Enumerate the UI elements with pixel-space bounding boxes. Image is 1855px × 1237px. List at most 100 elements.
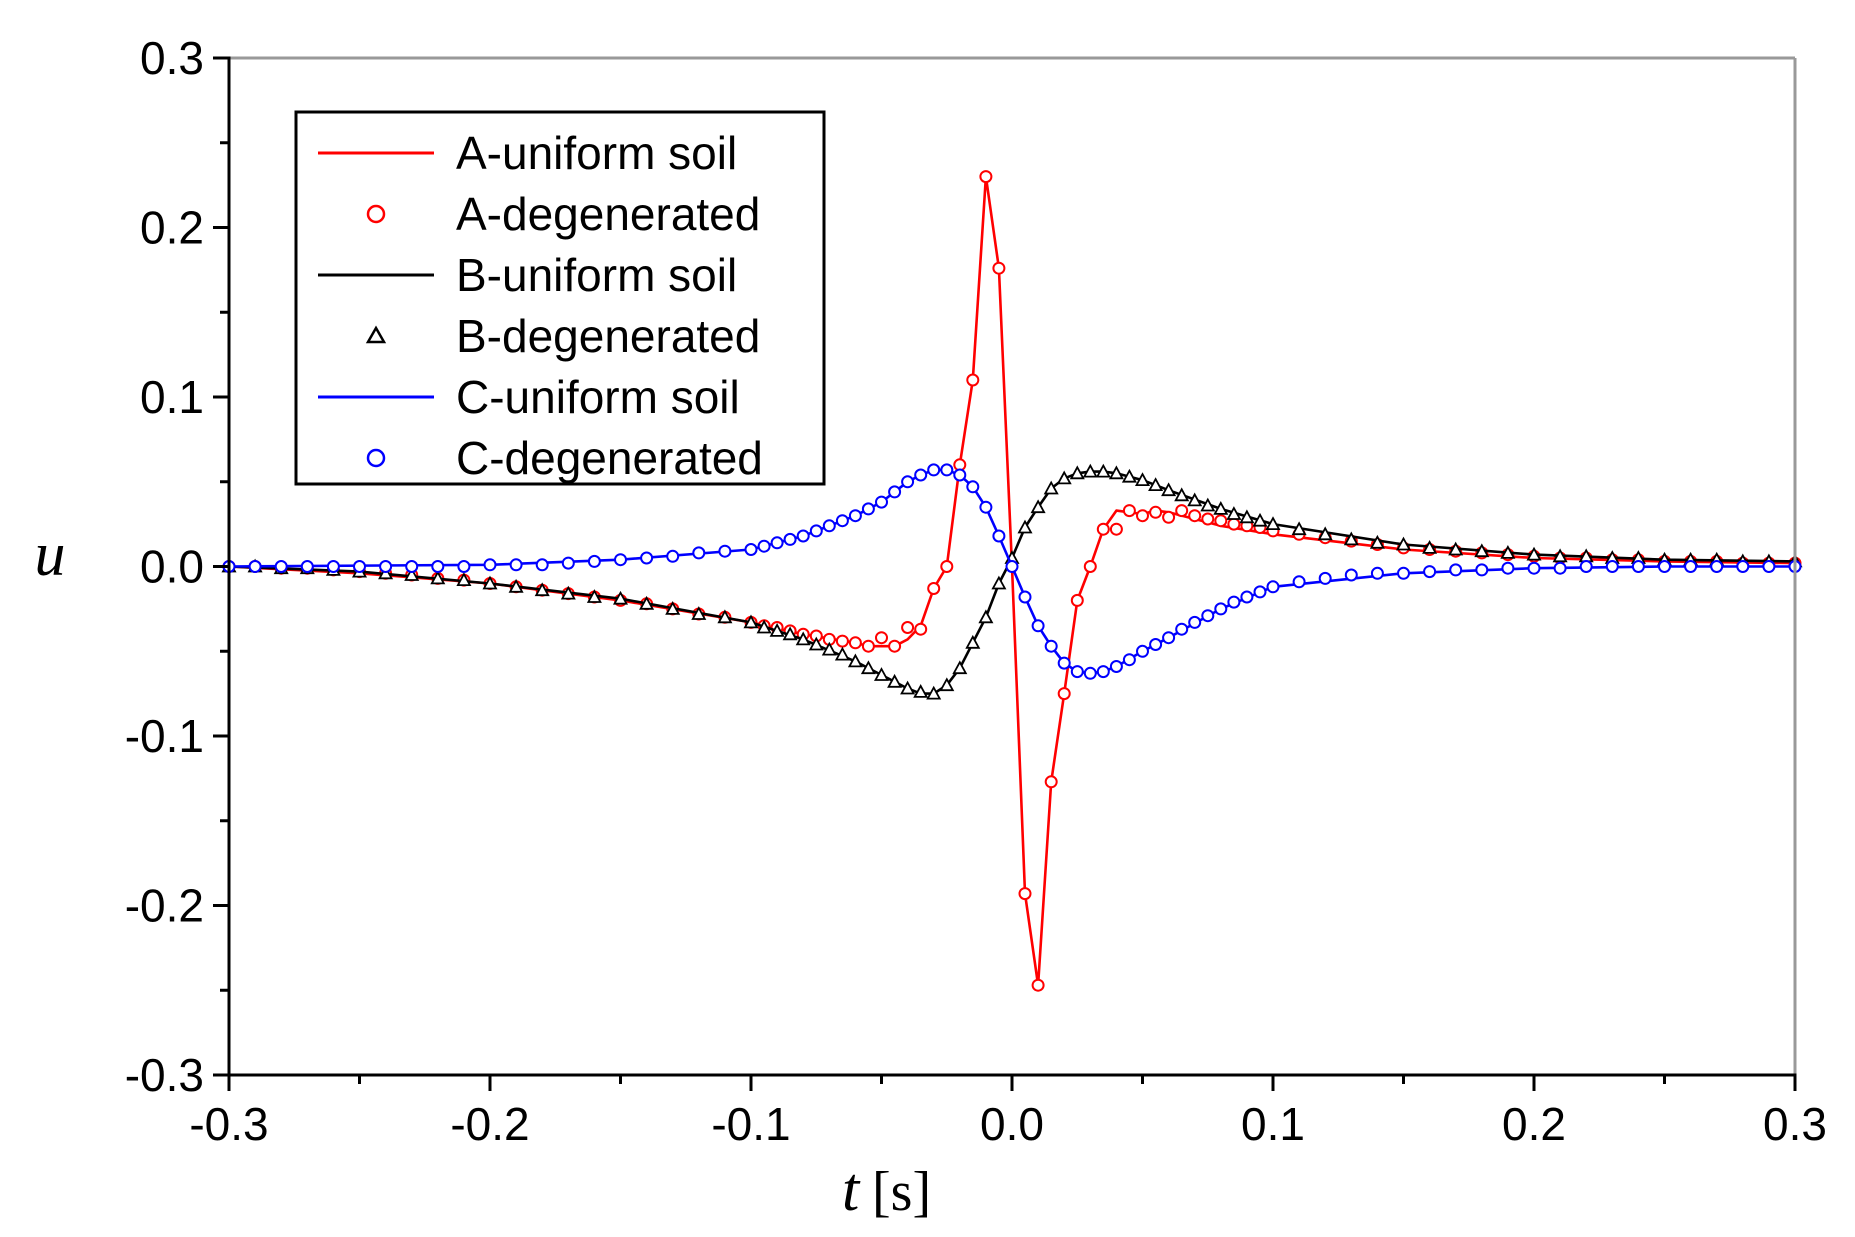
data-point <box>1253 585 1267 599</box>
data-point <box>783 532 797 546</box>
data-point <box>1018 887 1032 901</box>
data-point <box>1134 472 1151 486</box>
data-point <box>769 623 785 637</box>
data-point <box>1448 541 1464 556</box>
data-point <box>1187 492 1203 507</box>
data-point <box>809 524 823 538</box>
data-point <box>1149 505 1163 519</box>
data-point <box>1369 534 1385 549</box>
legend-item-a-degenerated: A-degenerated <box>366 188 760 240</box>
data-point <box>1658 560 1671 573</box>
x-tick-label: 0.3 <box>1763 1098 1827 1150</box>
data-point <box>1031 978 1045 992</box>
data-point <box>1017 519 1033 534</box>
data-point <box>692 546 706 560</box>
legend-item-a-uniform-soil: A-uniform soil <box>318 127 737 179</box>
data-point <box>1214 514 1228 528</box>
data-point <box>1188 509 1202 523</box>
data-point <box>1031 619 1045 633</box>
data-point <box>1449 563 1463 577</box>
data-point <box>535 558 549 572</box>
data-point <box>952 660 968 675</box>
data-point <box>1136 644 1149 658</box>
data-point <box>1213 501 1229 515</box>
data-point <box>1056 470 1072 485</box>
data-point <box>1422 540 1438 554</box>
legend-label: C-uniform soil <box>456 371 740 423</box>
x-tick-label: -0.3 <box>189 1098 268 1150</box>
data-point <box>796 529 810 543</box>
data-point <box>1344 568 1358 582</box>
data-point <box>560 585 576 600</box>
data-point <box>875 631 888 645</box>
data-point <box>1239 509 1255 524</box>
data-point <box>1214 602 1228 616</box>
data-point <box>1018 590 1032 604</box>
data-point <box>888 639 902 653</box>
data-point <box>1292 575 1306 589</box>
data-point <box>978 609 994 624</box>
data-point <box>1227 595 1241 609</box>
data-point <box>782 626 798 641</box>
data-point <box>1109 522 1123 536</box>
data-point <box>926 685 942 700</box>
data-point <box>927 463 941 477</box>
data-point <box>992 261 1006 275</box>
data-point <box>561 556 575 570</box>
data-point <box>509 558 523 572</box>
x-tick-label: -0.1 <box>711 1098 790 1150</box>
legend-circle-icon <box>366 448 386 468</box>
legend-label: B-degenerated <box>456 310 760 362</box>
data-point <box>1162 510 1176 524</box>
legend-item-b-degenerated: B-degenerated <box>365 310 760 362</box>
data-point <box>1096 665 1110 679</box>
data-point <box>887 673 903 688</box>
data-point <box>1474 543 1490 558</box>
data-point <box>966 480 980 494</box>
data-point <box>457 560 471 573</box>
data-point <box>586 589 602 603</box>
data-point <box>1343 531 1359 546</box>
data-point <box>1070 593 1084 607</box>
data-point <box>1044 775 1058 789</box>
data-point <box>860 660 876 675</box>
x-tick-label: -0.2 <box>450 1098 529 1150</box>
data-point <box>718 544 732 558</box>
tick-labels: -0.3 -0.2 -0.1 0.0 0.1 0.2 0.3 -0.3 -0.2 -0.1 0.0 0… <box>125 32 1827 1150</box>
data-point <box>274 560 288 573</box>
data-point <box>1083 560 1097 573</box>
data-point <box>991 575 1007 590</box>
data-point <box>1083 666 1097 680</box>
data-point <box>612 590 629 605</box>
data-point <box>927 582 941 595</box>
data-point <box>534 582 550 597</box>
data-point <box>248 560 262 573</box>
axes-layer <box>213 56 1797 1091</box>
data-point <box>953 468 967 482</box>
data-point <box>431 560 445 573</box>
data-point <box>1527 561 1541 575</box>
data-point <box>1227 517 1241 531</box>
data-point <box>1736 560 1750 573</box>
data-point <box>300 560 314 573</box>
data-point <box>744 543 758 556</box>
data-point <box>914 468 928 482</box>
data-point <box>482 575 498 590</box>
data-point <box>1475 563 1489 577</box>
data-point <box>1553 561 1567 575</box>
y-tick-label: 0.0 <box>140 541 204 593</box>
x-axis-title: t [s] <box>842 1156 931 1224</box>
data-point <box>639 595 655 610</box>
data-point <box>404 567 420 581</box>
data-point <box>861 639 875 653</box>
data-point <box>1201 512 1215 526</box>
data-point <box>1201 609 1215 623</box>
data-point <box>861 502 875 516</box>
data-point <box>508 578 524 593</box>
data-point <box>913 684 929 698</box>
data-point <box>1082 463 1098 478</box>
data-point <box>1710 560 1724 573</box>
data-point <box>1266 580 1280 594</box>
data-point <box>901 621 915 634</box>
